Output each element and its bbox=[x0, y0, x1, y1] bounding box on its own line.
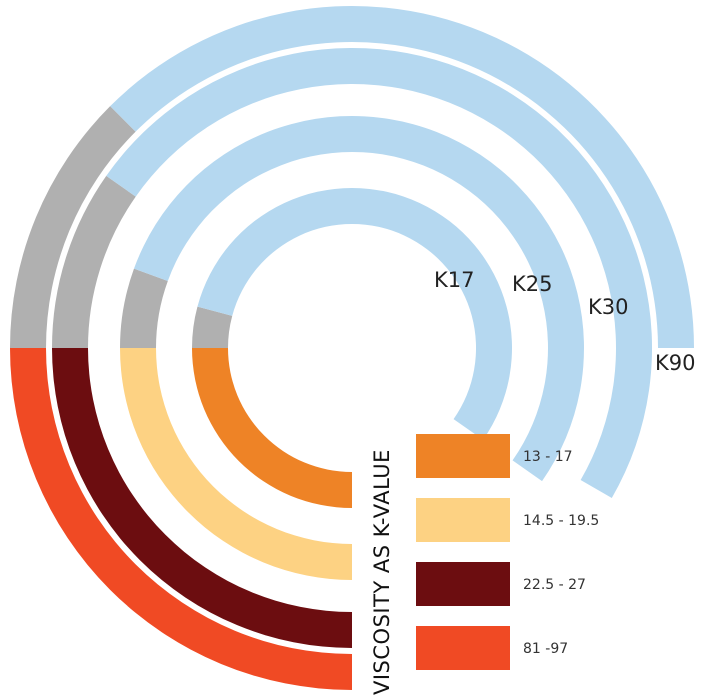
legend-swatch bbox=[416, 562, 510, 606]
ring-labels-group: K17 K25 K30 K90 bbox=[434, 268, 696, 375]
ring-k90-gray-segment bbox=[10, 106, 136, 348]
legend-swatch bbox=[416, 498, 510, 542]
ring-k17-value-segment bbox=[192, 348, 352, 508]
ring-k30-blue-segment bbox=[106, 47, 653, 498]
legend-label: 81 -97 bbox=[523, 641, 568, 657]
ring-k25-value-segment bbox=[120, 348, 352, 580]
ring-k17-blue-segment bbox=[197, 187, 513, 440]
legend-swatch bbox=[416, 434, 510, 478]
ring-k30-gray-segment bbox=[52, 175, 136, 348]
ring-k25-gray-segment bbox=[119, 268, 168, 348]
ring-label-k30: K30 bbox=[588, 295, 629, 319]
ring-k25-blue-segment bbox=[133, 115, 584, 482]
legend-label: 22.5 - 27 bbox=[523, 577, 586, 593]
ring-k90-blue-segment bbox=[110, 6, 695, 349]
ring-k90-value-segment bbox=[10, 348, 352, 690]
legend-label: 13 - 17 bbox=[523, 449, 573, 465]
ring-k17-gray-segment bbox=[192, 306, 233, 348]
ring-k30-value-segment bbox=[52, 348, 352, 648]
ring-label-k17: K17 bbox=[434, 268, 475, 292]
legend-group: 13 - 17 14.5 - 19.5 22.5 - 27 81 -97 bbox=[416, 434, 599, 670]
legend-label: 14.5 - 19.5 bbox=[523, 513, 599, 529]
ring-label-k25: K25 bbox=[512, 272, 553, 296]
rings-group bbox=[10, 6, 695, 690]
chart-title: VISCOSITY AS K-VALUE bbox=[370, 449, 394, 695]
ring-label-k90: K90 bbox=[655, 351, 696, 375]
legend-swatch bbox=[416, 626, 510, 670]
